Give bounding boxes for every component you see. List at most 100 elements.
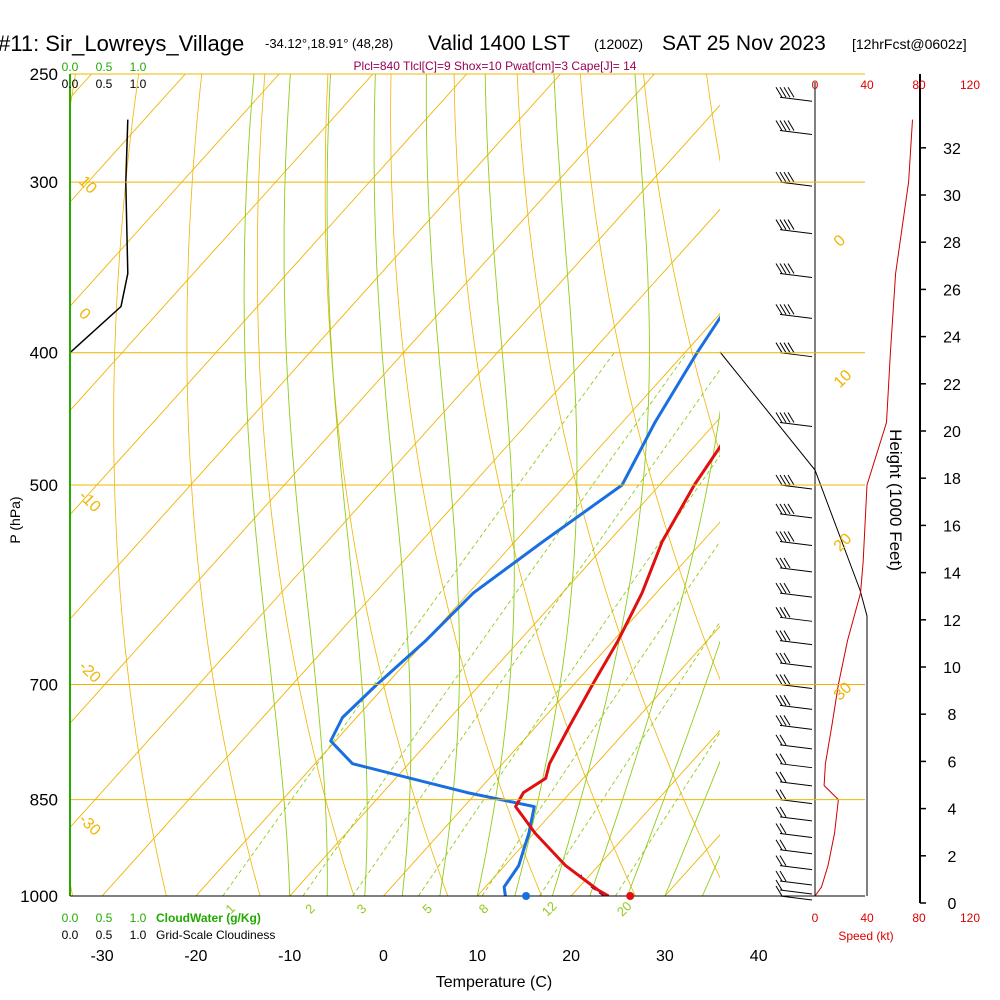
wind-barb [775,753,813,769]
wind-barb-feather [787,120,795,131]
cf-tick-top-0: 0.0 [62,77,79,91]
moist-adiabat [373,74,412,896]
pressure-tick-label: 400 [30,344,58,363]
cloudiness-ticks-bottom: 0.0 0.5 1.0 Grid-Scale Cloudiness [62,928,276,942]
wind-barb [775,531,813,547]
wind-barb-shaft [779,181,813,187]
temperature-tick-label: -10 [278,948,301,965]
wind-barb-shaft [779,352,813,358]
mixing-ratio-label: 5 [419,901,435,917]
dry-adiabat [579,74,720,681]
wind-barb-shaft [779,96,813,102]
height-tick-label: 6 [948,754,957,771]
wind-barb-feather [775,171,783,183]
wind-barb [775,263,813,279]
wind-barb [775,789,813,805]
wind-barb-feather [783,120,791,131]
sounding-indices: Plcl=840 Tlcl[C]=9 Shox=10 Pwat[cm]=3 Ca… [354,59,637,73]
wind-barb-feather [783,715,791,726]
wind-barb-shaft [779,662,813,668]
dry-adiabat [324,74,449,896]
wind-barb-shaft [779,273,813,279]
cw-tick-bottom-2: 1.0 [130,911,147,925]
wind-barb-feather [779,789,787,800]
dry-adiabat [186,74,261,896]
wind-barb-feather [779,86,787,98]
height-tick-label: 22 [943,377,961,394]
moist-adiabat [626,640,720,896]
moist-adiabat [425,74,460,896]
wind-barb-feather [775,771,783,783]
forecast-info: [12hrFcst@0602z] [852,36,967,52]
cloudiness-ticks-top: 0.0 0.5 1.0 [62,77,147,91]
wind-barb-feather [775,86,783,98]
isotherm-line [476,625,720,896]
isotherm-label: 0 [831,232,849,250]
mixing-ratio-line [481,540,720,896]
wind-barb-feather [783,503,791,515]
wind-barb-feather [775,582,783,594]
wind-barb-feather [779,582,787,594]
zulu-time: (1200Z) [594,36,643,52]
moist-adiabat [551,74,650,896]
wind-barb [775,870,813,886]
temperature-tick-label: 10 [468,948,486,965]
wind-barb-feather [779,839,787,851]
temperature-tick-label: 30 [656,948,674,965]
wind-barb-feather [779,715,787,726]
wind-barb-feather [783,674,791,685]
temperature-tick-label: -20 [184,948,207,965]
wind-barb [775,607,813,622]
wind-barb-feather [779,674,787,685]
height-tick-label: 32 [943,141,961,158]
wind-barb-feather [787,474,795,486]
sounding-profiles [329,315,720,896]
speed-tick-top-3: 120 [960,78,980,92]
wind-barb-shaft [779,889,813,895]
wind-barb-feather [783,474,791,486]
pressure-tick-label: 1000 [20,887,58,906]
wind-barb-feather [779,503,787,515]
cloudwater-label: CloudWater (g/Kg) [156,911,261,925]
wind-barb-feather [775,219,783,230]
wind-barb [775,503,813,519]
cloudwater-ticks-top: 0.0 0.5 1.0 [62,60,147,74]
mixing-ratio-label: 3 [354,901,370,917]
wind-barb [775,342,813,358]
isotherm-label: 30 [831,679,856,704]
wind-barb [775,734,813,750]
cloudwater-ticks-bottom: 0.0 0.5 1.0 CloudWater (g/Kg) [62,911,261,925]
wind-barb [775,474,813,490]
pressure-tick-label: 850 [30,791,58,810]
dry-adiabat [453,74,636,896]
height-tick-label: 8 [948,707,957,724]
speed-ticks-top: 0 40 80 120 [812,78,981,92]
wind-barb-feather [775,674,783,685]
wind-barb-feather [775,695,783,706]
height-tick-label: 0 [948,896,957,913]
station-coords: -34.12°,18.91° (48,28) [265,36,393,51]
cf-tick-bottom-0: 0.0 [62,928,79,942]
wind-barb [775,771,813,787]
wind-barb-feather [779,263,787,274]
wind-barb-shaft [779,880,813,886]
wind-barb-shaft [779,763,813,769]
wind-barb-feather [787,171,795,183]
wind-barb-shaft [779,541,813,547]
wind-barb-feather [787,503,795,515]
wind-barb [775,806,813,822]
wind-barb-feather [775,652,783,664]
wind-barb-feather [775,503,783,515]
wind-barb-feather [775,474,783,486]
wind-barb-feather [779,806,787,818]
temperature-tick-label: 20 [562,948,580,965]
speed-tick-bottom-3: 120 [960,911,980,925]
wind-barb-feather [787,531,795,542]
dry-adiabat [959,74,1000,896]
height-tick-label: 2 [948,849,957,866]
wind-barb-feather [779,855,787,866]
dry-adiabat [516,74,720,879]
height-tick-label: 18 [943,471,961,488]
pressure-tick-label: 700 [30,676,58,695]
wind-barb [775,86,813,102]
